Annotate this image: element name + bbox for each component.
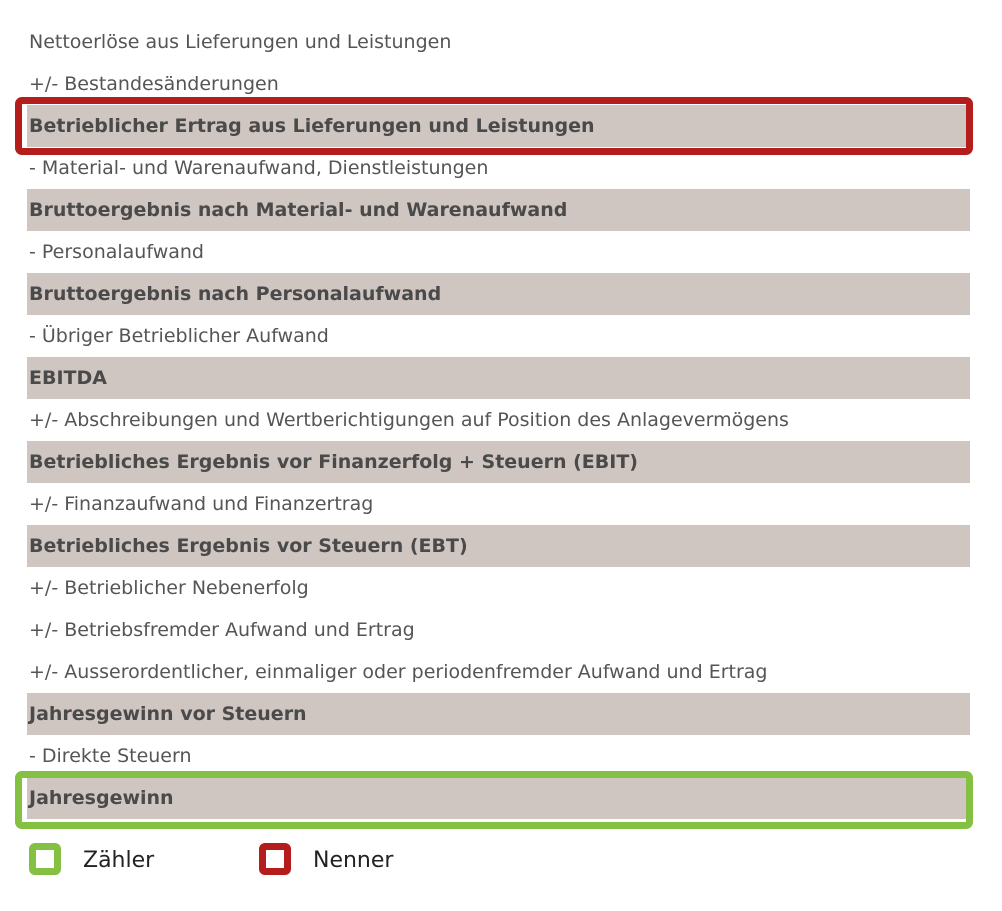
line-item: +/- Finanzaufwand und Finanzertrag — [29, 493, 374, 515]
line-item: +/- Abschreibungen und Wertberichtigunge… — [29, 409, 789, 431]
numerator-swatch — [29, 843, 61, 875]
subtotal-row: Bruttoergebnis nach Material- und Warena… — [27, 189, 970, 231]
legend-label: Zähler — [83, 848, 155, 873]
subtotal-row: Bruttoergebnis nach Personalaufwand — [27, 273, 970, 315]
subtotal-row: Betriebliches Ergebnis vor Steuern (EBT) — [27, 525, 970, 567]
legend-label: Nenner — [313, 848, 394, 873]
line-item: - Übriger Betrieblicher Aufwand — [29, 325, 329, 347]
subtotal-row: Betrieblicher Ertrag aus Lieferungen und… — [27, 105, 970, 147]
subtotal-row: Jahresgewinn vor Steuern — [27, 693, 970, 735]
denominator-highlight — [15, 97, 973, 155]
line-item: +/- Betriebsfremder Aufwand und Ertrag — [29, 619, 415, 641]
line-item: +/- Bestandesänderungen — [29, 73, 279, 95]
subtotal-row: Jahresgewinn — [27, 777, 970, 819]
line-item: - Personalaufwand — [29, 241, 204, 263]
denominator-swatch — [259, 843, 291, 875]
line-item: - Direkte Steuern — [29, 745, 192, 767]
line-item: - Material- und Warenaufwand, Dienstleis… — [29, 157, 489, 179]
line-item: Nettoerlöse aus Lieferungen und Leistung… — [29, 31, 452, 53]
line-item: +/- Ausserordentlicher, einmaliger oder … — [29, 661, 768, 683]
subtotal-row: Betriebliches Ergebnis vor Finanzerfolg … — [27, 441, 970, 483]
numerator-highlight — [15, 771, 973, 829]
subtotal-row: EBITDA — [27, 357, 970, 399]
line-item: +/- Betrieblicher Nebenerfolg — [29, 577, 309, 599]
